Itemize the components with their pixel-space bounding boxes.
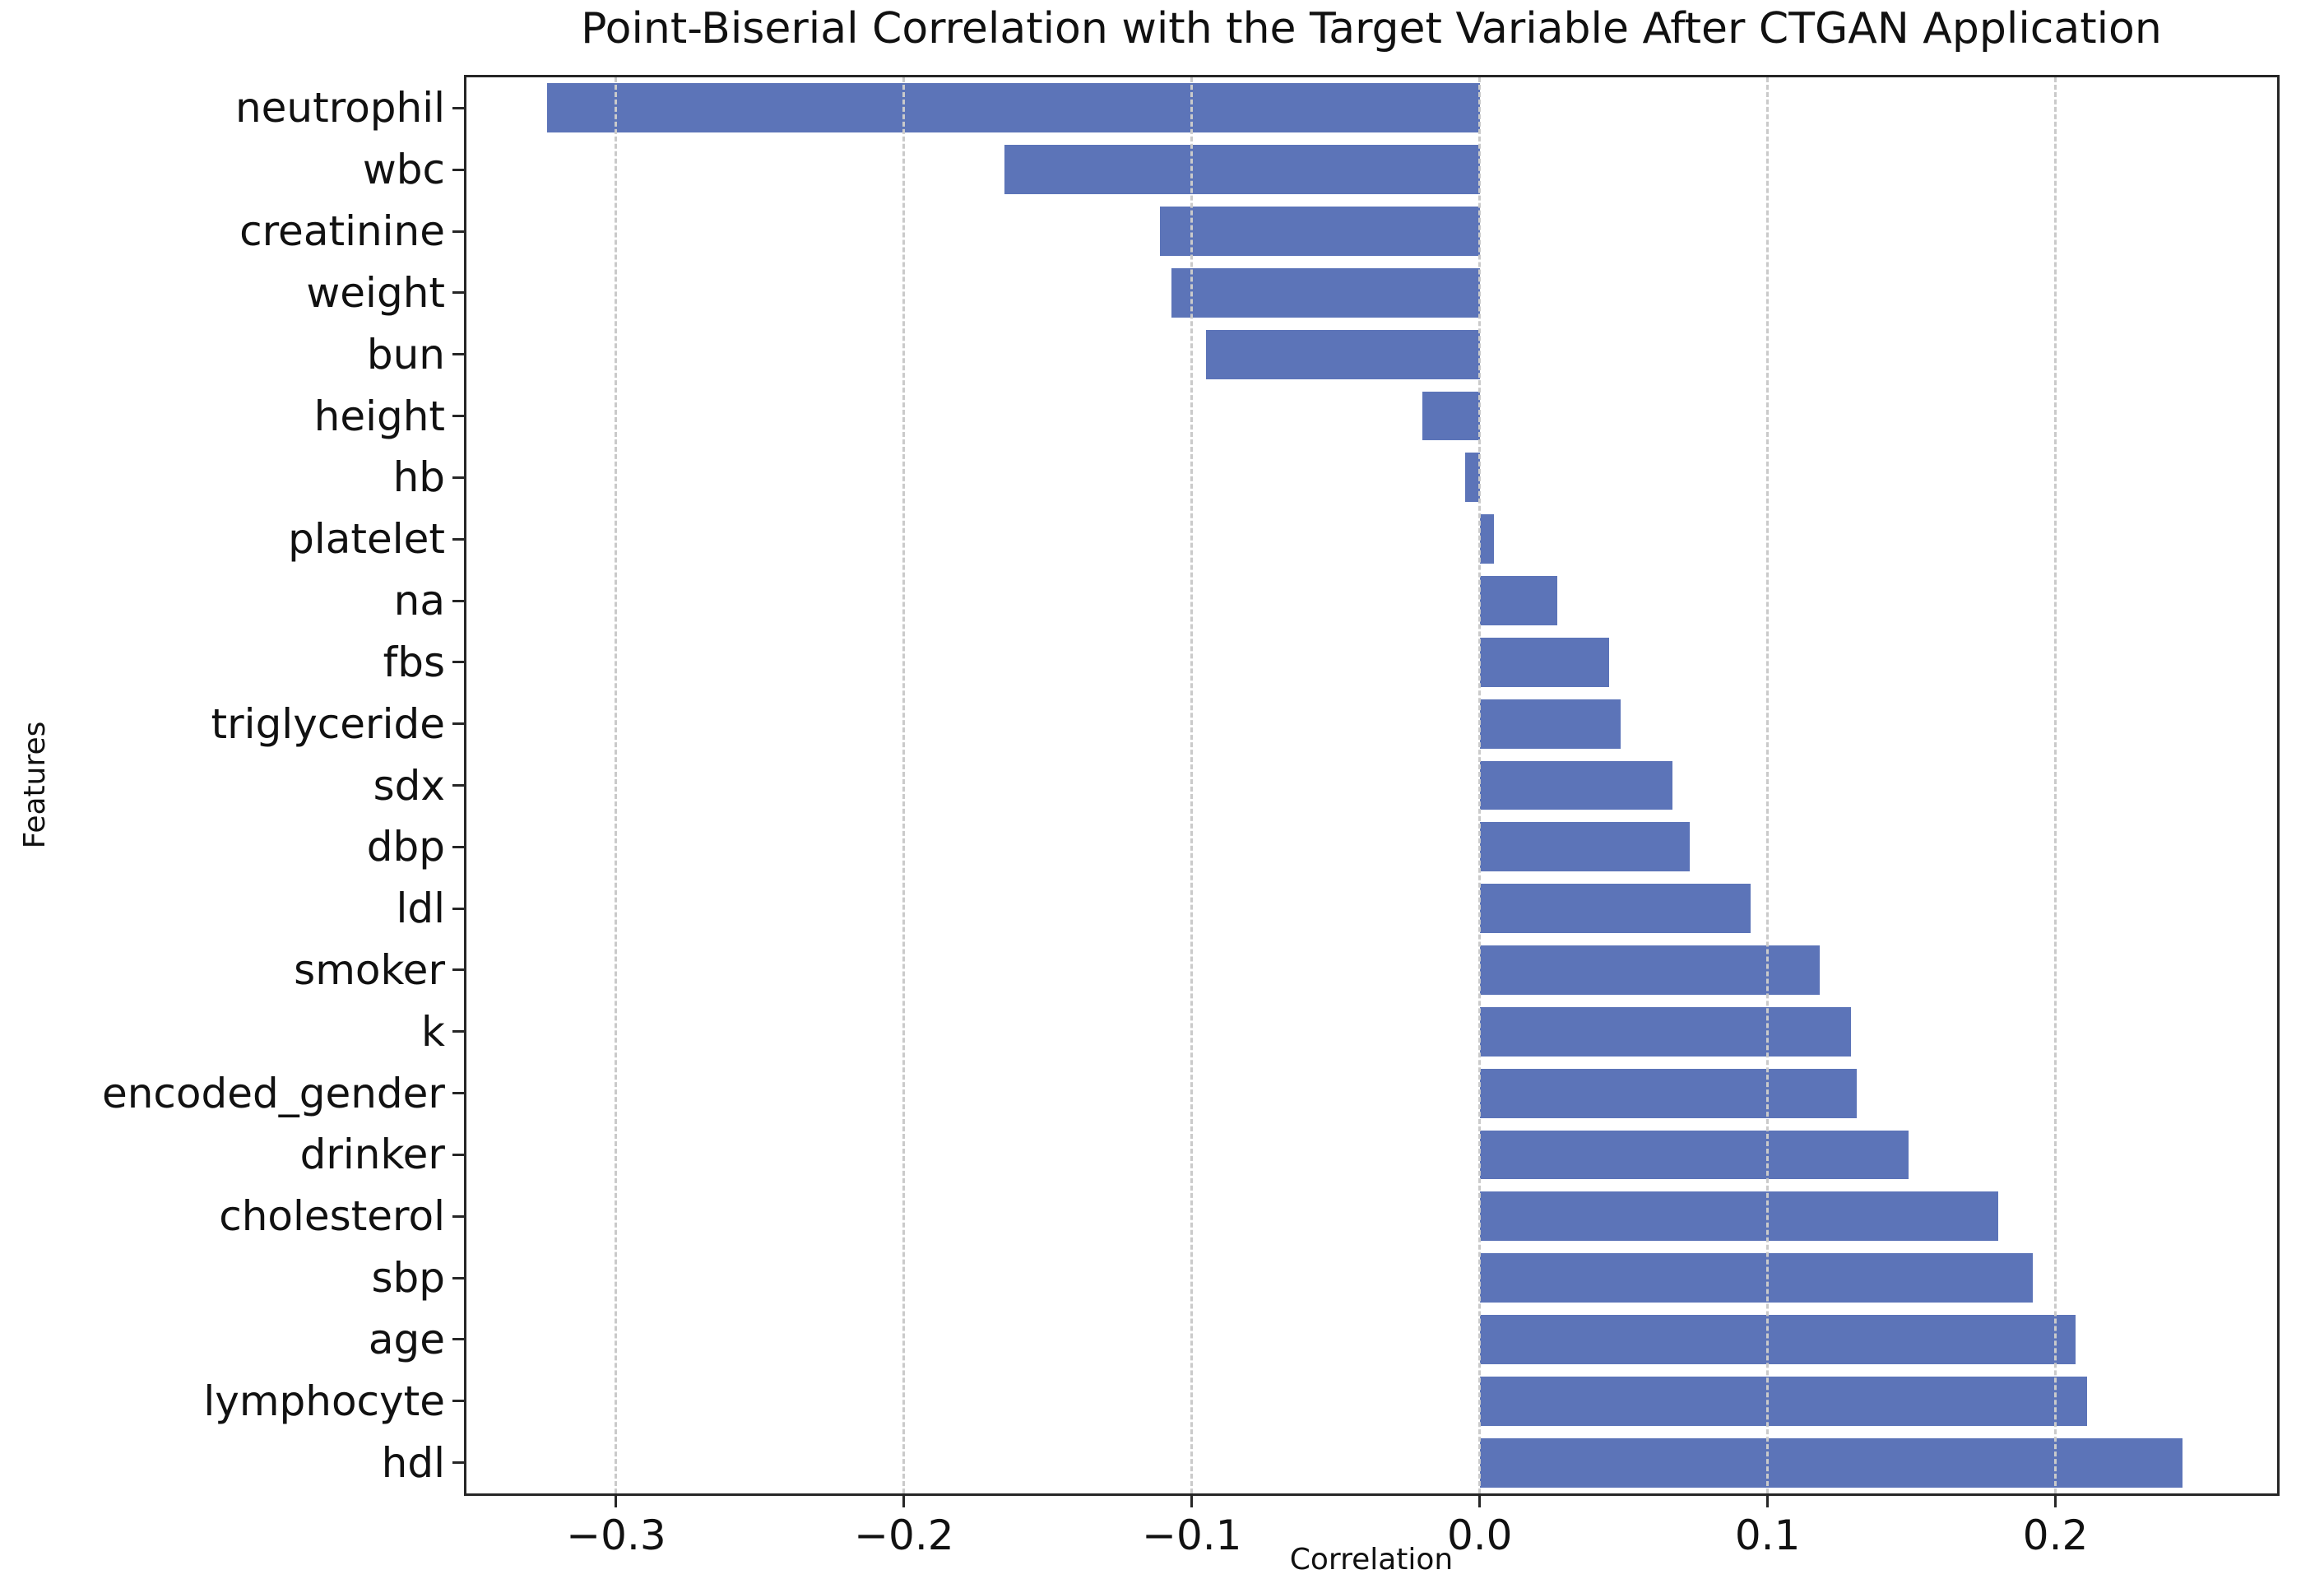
y-tick-hb — [452, 476, 464, 479]
gridline-x-0.1 — [1766, 77, 1770, 1493]
x-tick--0.2 — [902, 1496, 906, 1507]
y-tick-label-age: age — [368, 1315, 445, 1363]
x-tick-label-0.2: 0.2 — [2022, 1512, 2089, 1559]
bar-ldl — [1479, 884, 1751, 934]
y-tick-label-cholesterol: cholesterol — [219, 1192, 445, 1241]
y-tick-label-sbp: sbp — [371, 1254, 445, 1303]
bar-lymphocyte — [1479, 1376, 2088, 1426]
bar-drinker — [1479, 1130, 1909, 1180]
y-tick-label-hb: hb — [392, 453, 445, 502]
bar-weight — [1171, 267, 1480, 318]
y-tick-label-fbs: fbs — [383, 638, 445, 686]
y-tick-label-hdl: hdl — [381, 1438, 445, 1487]
y-tick-height — [452, 415, 464, 418]
y-tick-ldl — [452, 907, 464, 910]
bar-fbs — [1479, 637, 1610, 687]
y-tick-smoker — [452, 968, 464, 972]
y-tick-sdx — [452, 784, 464, 787]
x-tick-0.2 — [2054, 1496, 2057, 1507]
gridline-x--0.2 — [902, 77, 906, 1493]
x-tick--0.3 — [615, 1496, 618, 1507]
x-axis-label: Correlation — [1289, 1543, 1454, 1577]
bar-na — [1479, 576, 1558, 625]
x-tick-label-0.1: 0.1 — [1734, 1512, 1801, 1559]
y-tick-cholesterol — [452, 1214, 464, 1218]
bar-sdx — [1479, 760, 1673, 810]
x-tick-0.1 — [1766, 1496, 1770, 1507]
y-tick-label-dbp: dbp — [366, 823, 445, 871]
y-tick-label-weight: weight — [306, 268, 445, 317]
x-tick-label--0.2: −0.2 — [854, 1512, 954, 1559]
bar-hdl — [1479, 1437, 2183, 1488]
y-tick-platelet — [452, 537, 464, 541]
y-tick-fbs — [452, 661, 464, 664]
bar-k — [1479, 1006, 1852, 1057]
bar-encoded_gender — [1479, 1068, 1858, 1118]
y-tick-weight — [452, 291, 464, 295]
y-tick-label-ldl: ldl — [396, 885, 445, 933]
y-tick-label-encoded_gender: encoded_gender — [101, 1069, 445, 1117]
gridline-x-0.2 — [2054, 77, 2057, 1493]
bar-hb — [1465, 453, 1480, 503]
y-tick-drinker — [452, 1153, 464, 1156]
bar-smoker — [1479, 945, 1820, 995]
y-tick-label-smoker: smoker — [294, 945, 445, 994]
y-tick-age — [452, 1338, 464, 1341]
bar-height — [1422, 391, 1480, 441]
gridline-x-0 — [1478, 77, 1482, 1493]
y-tick-na — [452, 599, 464, 602]
x-tick-label--0.1: −0.1 — [1142, 1512, 1242, 1559]
y-tick-triglyceride — [452, 722, 464, 726]
y-tick-label-triglyceride: triglyceride — [211, 699, 445, 748]
chart-title: Point-Biserial Correlation with the Targ… — [581, 4, 2162, 53]
y-tick-k — [452, 1030, 464, 1033]
x-tick-0 — [1478, 1496, 1482, 1507]
y-tick-label-height: height — [313, 392, 445, 440]
bar-triglyceride — [1479, 699, 1621, 749]
y-tick-label-platelet: platelet — [288, 515, 445, 564]
x-tick-label--0.3: −0.3 — [566, 1512, 666, 1559]
y-tick-hdl — [452, 1461, 464, 1465]
bar-creatinine — [1160, 207, 1480, 256]
bar-age — [1479, 1315, 2076, 1364]
bar-bun — [1206, 329, 1480, 379]
y-tick-label-creatinine: creatinine — [239, 207, 445, 256]
y-tick-label-drinker: drinker — [299, 1131, 445, 1179]
bar-wbc — [1004, 145, 1480, 195]
y-tick-label-wbc: wbc — [362, 146, 445, 194]
y-tick-creatinine — [452, 230, 464, 233]
y-tick-lymphocyte — [452, 1400, 464, 1403]
y-tick-label-neutrophil: neutrophil — [234, 84, 445, 132]
y-tick-label-lymphocyte: lymphocyte — [203, 1377, 445, 1425]
axes-spines — [464, 75, 2280, 1496]
gridline-x--0.3 — [615, 77, 618, 1493]
bar-neutrophil — [546, 83, 1480, 133]
y-tick-label-bun: bun — [366, 330, 445, 378]
x-tick-label-0: 0.0 — [1446, 1512, 1513, 1559]
x-tick--0.1 — [1190, 1496, 1194, 1507]
bar-platelet — [1479, 514, 1495, 564]
y-tick-label-k: k — [421, 1007, 445, 1056]
y-tick-label-na: na — [393, 577, 445, 625]
bar-dbp — [1479, 822, 1691, 872]
y-tick-label-sdx: sdx — [373, 761, 445, 810]
gridline-x--0.1 — [1190, 77, 1194, 1493]
y-tick-bun — [452, 353, 464, 356]
y-tick-sbp — [452, 1276, 464, 1279]
bar-cholesterol — [1479, 1191, 1998, 1242]
y-tick-encoded_gender — [452, 1092, 464, 1095]
y-tick-dbp — [452, 845, 464, 848]
y-tick-neutrophil — [452, 106, 464, 109]
y-tick-wbc — [452, 168, 464, 171]
bar-sbp — [1479, 1253, 2033, 1303]
